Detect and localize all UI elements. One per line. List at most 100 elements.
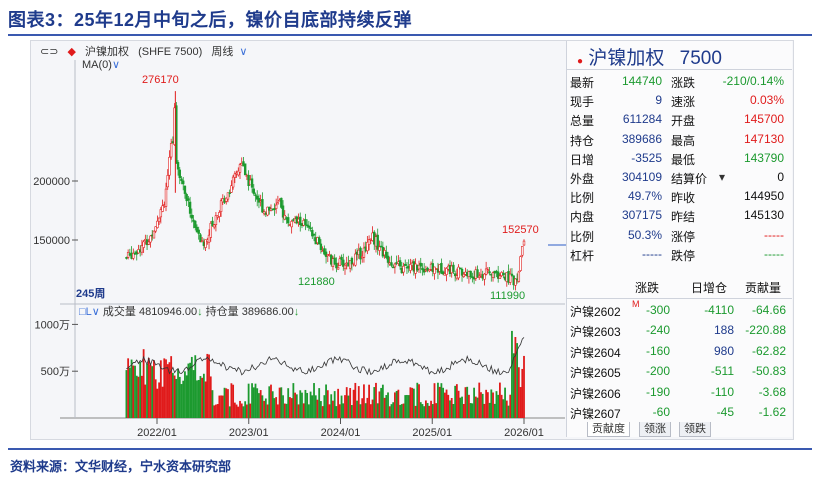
volume-bar [462,403,465,418]
volume-bar [292,383,295,418]
link-icon[interactable]: ⊂⊃ [40,46,59,58]
quote-row: 比例 49.7% 昨收 144950 [567,187,792,206]
caret-down-icon[interactable]: ▾ [719,170,726,184]
volume-bar [251,383,253,418]
volume-bar [464,387,467,418]
candle-body [161,205,164,212]
candle-body [519,256,522,271]
quote-value: 9 [655,93,662,108]
contract-row[interactable]: 沪镍2605 -200 -511 -50.83 [567,362,792,381]
candle-body [404,263,407,266]
contract-row[interactable]: 沪镍2604 -160 980 -62.82 [567,342,792,361]
candle-body [386,255,390,263]
chevron-down-icon: ∨ [111,59,121,71]
quote-header: ● 沪镍加权 7500 [577,43,722,70]
volume-bar [192,370,195,418]
volume-bar [216,404,219,418]
contract-change: -160 [645,343,670,358]
candle-body [195,226,199,233]
volume-bar [447,394,450,418]
contract-row[interactable]: 沪镍2602 M -300 -4110 -64.66 [567,299,792,320]
candle-body [156,220,159,228]
volume-bar [208,354,210,418]
candle-body [261,199,264,213]
volume-bar [287,388,290,418]
volume-bar [517,367,520,418]
quote-value: 0.03% [749,93,784,108]
candle-body [402,265,405,273]
volume-bar [297,404,300,418]
volume-bar [218,395,221,418]
period-dropdown[interactable]: 周线 ∨ [211,46,253,58]
volume-bar [399,404,401,418]
panel-tabs: 贡献度 领涨 领跌 [567,422,792,437]
quote-row: 内盘 307175 昨结 145130 [567,206,792,225]
quote-row: 现手 9 速涨 0.03% [567,91,792,110]
volume-bar [278,387,281,418]
y-tick-label: 200000 [33,176,70,188]
volume-bar [507,405,510,418]
quote-label: 结算价 [671,172,708,186]
source-note: 资料来源：文华财经，宁水资本研究部 [10,459,232,474]
candle-body [391,266,395,269]
candle-body [164,188,168,207]
y-tick-label: 150000 [33,235,70,247]
volume-bar [433,383,436,418]
quote-row: 日增 -3525 最低 143790 [567,149,792,168]
quote-label: 跌停 [671,248,696,263]
volume-bar [440,383,443,418]
quote-label: 涨跌 [671,76,696,90]
volume-bar [189,362,191,418]
volume-bar [349,388,352,418]
candle-body [192,219,195,222]
volume-bar [493,403,496,418]
volume-bar [492,392,494,418]
quote-value: 145700 [743,112,784,127]
candle-body [476,269,479,278]
tab-leaders-down[interactable]: 领跌 [679,422,711,437]
contract-contribution: -50.83 [751,364,786,379]
candle-body [147,241,150,245]
contract-row[interactable]: 沪镍2607 -60 -45 -1.62 [567,403,792,422]
volume-bar [175,378,178,418]
candle-body [142,241,145,248]
volume-bar [426,403,429,418]
volume-bar [184,371,186,418]
contract-row[interactable]: 沪镍2603 -240 188 -220.88 [567,321,792,340]
volume-bar [202,373,205,418]
volume-bar [185,375,188,418]
volume-bar [163,358,166,418]
volume-bar [438,386,441,418]
candle-body [390,262,393,266]
candle-body [183,185,187,194]
volume-bar [165,359,167,418]
candle-body [200,240,204,243]
volume-bar [512,353,515,418]
contract-name: 沪镍2602 [570,305,621,319]
tab-contribution[interactable]: 贡献度 [587,422,630,437]
collapse-icon[interactable]: □L∨ [79,306,100,318]
volume-bar [505,400,508,418]
candle-body [250,178,254,188]
candle-body [457,266,460,279]
candle-body [484,268,488,275]
quote-label: 杠杆 [570,248,595,263]
quote-label: 开盘 [671,114,696,129]
ma-indicator[interactable]: MA(0)∨ [82,58,120,71]
chart-toolbar: ⊂⊃ ◆ 沪镍加权 (SHFE 7500) 周线 ∨ [40,43,259,59]
candle-body [343,264,347,270]
volume-bar [330,394,333,418]
candle-body [262,211,266,215]
volume-bar [511,330,513,418]
candle-body [219,200,223,212]
volume-bar [318,388,321,418]
tab-leaders-up[interactable]: 领涨 [639,422,671,437]
candle-body [182,180,185,185]
contract-row[interactable]: 沪镍2606 -190 -110 -3.68 [567,383,792,402]
contract-oi-change: -511 [710,364,734,379]
volume-bar [404,395,407,418]
volume-bar [275,397,278,418]
volume-bar [320,401,322,418]
volume-bar [299,390,302,418]
volume-bar [500,394,503,418]
